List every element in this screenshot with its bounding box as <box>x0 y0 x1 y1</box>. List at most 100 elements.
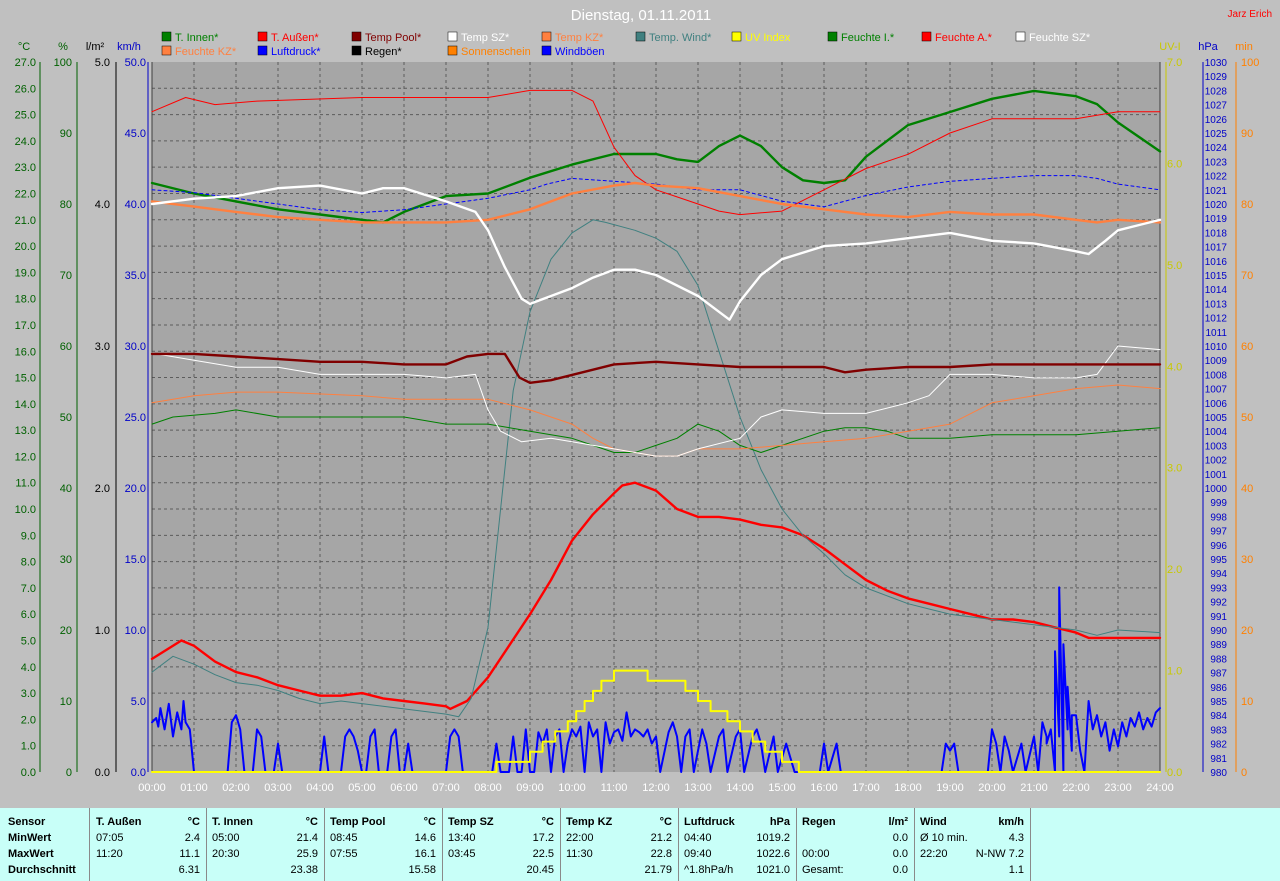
tick-label-pressure: 987 <box>1210 669 1227 680</box>
legend-swatch <box>921 31 932 42</box>
tick-label-celsius: 5.0 <box>21 636 36 648</box>
summary-value: 14.6 <box>414 832 436 844</box>
tick-label-celsius: 16.0 <box>15 346 36 358</box>
summary-value: 25.9 <box>296 848 318 860</box>
legend-label: UV Index <box>745 32 791 44</box>
tick-label-pressure: 984 <box>1210 711 1227 722</box>
summary-column: Temp SZ °C 13:40 17.2 03:45 22.5 20.45 <box>442 808 561 881</box>
tick-label-pressure: 1010 <box>1205 342 1228 353</box>
axis-unit-wind: km/h <box>117 41 141 53</box>
tick-label-pressure: 981 <box>1210 754 1227 765</box>
tick-label-percent: 40 <box>60 483 72 495</box>
summary-column-name: T. Außen <box>96 816 142 828</box>
summary-time: 05:00 <box>212 832 240 844</box>
tick-label-percent: 30 <box>60 554 72 566</box>
tick-label-uv: 6.0 <box>1167 158 1182 170</box>
series-line-temp-kz <box>150 181 1162 224</box>
legend-swatch <box>447 45 458 56</box>
tick-label-pressure: 1012 <box>1205 314 1228 325</box>
summary-column: Regen l/m² 0.0 00:00 0.0 Gesamt: 0.0 <box>796 808 915 881</box>
summary-column-name: Luftdruck <box>684 816 735 828</box>
tick-label-wind: 10.0 <box>125 625 146 637</box>
legend-label: Windböen <box>555 46 605 58</box>
summary-row-label: Sensor <box>8 816 46 828</box>
summary-column-name: Temp Pool <box>330 816 386 828</box>
summary-value: 1021.0 <box>756 864 790 876</box>
legend-label: Regen* <box>365 46 402 58</box>
tick-label-pressure: 1002 <box>1205 456 1228 467</box>
summary-column: Temp Pool °C 08:45 14.6 07:55 16.1 15.58 <box>324 808 443 881</box>
tick-label-celsius: 1.0 <box>21 741 36 753</box>
tick-label-pressure: 989 <box>1210 640 1227 651</box>
summary-column: Luftdruck hPa 04:40 1019.2 09:40 1022.6 ^1.8hP… <box>678 808 797 881</box>
summary-value: N-NW 7.2 <box>975 848 1024 860</box>
tick-label-minutes: 0 <box>1241 767 1247 779</box>
axis-unit-percent: % <box>58 41 68 53</box>
tick-label-wind: 0.0 <box>131 767 146 779</box>
tick-label-pressure: 1009 <box>1205 356 1228 367</box>
legend-label: Luftdruck* <box>271 46 321 58</box>
x-tick-label: 17:00 <box>852 782 880 794</box>
summary-time: 11:20 <box>96 848 123 860</box>
summary-column-unit: hPa <box>769 816 790 828</box>
x-tick-label: 06:00 <box>390 782 418 794</box>
series-line-temp-wind <box>151 219 1161 718</box>
summary-labels-column: Sensor MinWert MaxWert Durchschnitt <box>0 808 90 881</box>
summary-time: 22:00 <box>566 832 594 844</box>
tick-label-uv: 7.0 <box>1167 57 1182 69</box>
tick-label-celsius: 21.0 <box>15 215 36 227</box>
tick-label-pressure: 1028 <box>1205 86 1228 97</box>
tick-label-celsius: 6.0 <box>21 609 36 621</box>
tick-label-pressure: 1004 <box>1205 427 1228 438</box>
summary-value: 0.0 <box>892 848 908 860</box>
tick-label-celsius: 3.0 <box>21 688 36 700</box>
x-tick-label: 04:00 <box>306 782 334 794</box>
x-tick-label: 00:00 <box>138 782 166 794</box>
legend-swatch <box>1015 31 1026 42</box>
legend-swatch <box>635 31 646 42</box>
grid <box>152 62 1160 772</box>
summary-time: 00:00 <box>802 848 830 860</box>
summary-column-name: Regen <box>802 816 836 828</box>
summary-value: 0.0 <box>892 864 908 876</box>
series-line-windboeen <box>151 586 1161 773</box>
summary-value: 21.79 <box>644 864 672 876</box>
x-tick-label: 20:00 <box>978 782 1006 794</box>
summary-column: T. Außen °C 07:05 2.4 11:20 11.1 6.31 <box>90 808 207 881</box>
tick-label-pressure: 998 <box>1210 512 1227 523</box>
x-tick-label: 16:00 <box>810 782 838 794</box>
legend-label: Temp KZ* <box>555 32 604 44</box>
tick-label-rain: 4.0 <box>95 199 110 211</box>
series-line-feuchte-a <box>151 89 1161 216</box>
legend-swatch <box>161 45 172 56</box>
summary-time: 11:30 <box>566 848 593 860</box>
series-line-temp-sz <box>150 184 1162 321</box>
tick-label-pressure: 997 <box>1210 527 1227 538</box>
tick-label-pressure: 1025 <box>1205 129 1228 140</box>
tick-label-pressure: 1018 <box>1205 228 1228 239</box>
tick-label-wind: 5.0 <box>131 696 146 708</box>
tick-label-celsius: 11.0 <box>15 478 36 490</box>
summary-time: ^1.8hPa/h <box>684 864 734 876</box>
summary-column-unit: °C <box>541 816 554 828</box>
tick-label-celsius: 7.0 <box>21 583 36 595</box>
tick-label-uv: 4.0 <box>1167 361 1182 373</box>
series-line-temp-pool <box>150 352 1162 384</box>
summary-row-label: Durchschnitt <box>8 864 76 876</box>
summary-time: 07:05 <box>96 832 124 844</box>
x-tick-label: 12:00 <box>642 782 670 794</box>
summary-time: Ø 10 min. <box>920 832 968 844</box>
legend-label: Feuchte KZ* <box>175 46 237 58</box>
tick-label-wind: 40.0 <box>125 199 146 211</box>
tick-label-pressure: 990 <box>1210 626 1227 637</box>
tick-label-celsius: 19.0 <box>15 267 36 279</box>
tick-label-wind: 30.0 <box>125 341 146 353</box>
tick-label-minutes: 10 <box>1241 696 1253 708</box>
summary-table: Sensor MinWert MaxWert Durchschnitt T. Außen… <box>0 808 1280 881</box>
legend-label: Temp. Wind* <box>649 32 712 44</box>
tick-label-percent: 80 <box>60 199 72 211</box>
x-tick-label: 18:00 <box>894 782 922 794</box>
summary-value: 22.5 <box>532 848 554 860</box>
axis-unit-uv: UV-I <box>1159 41 1180 53</box>
summary-value: 22.8 <box>650 848 672 860</box>
